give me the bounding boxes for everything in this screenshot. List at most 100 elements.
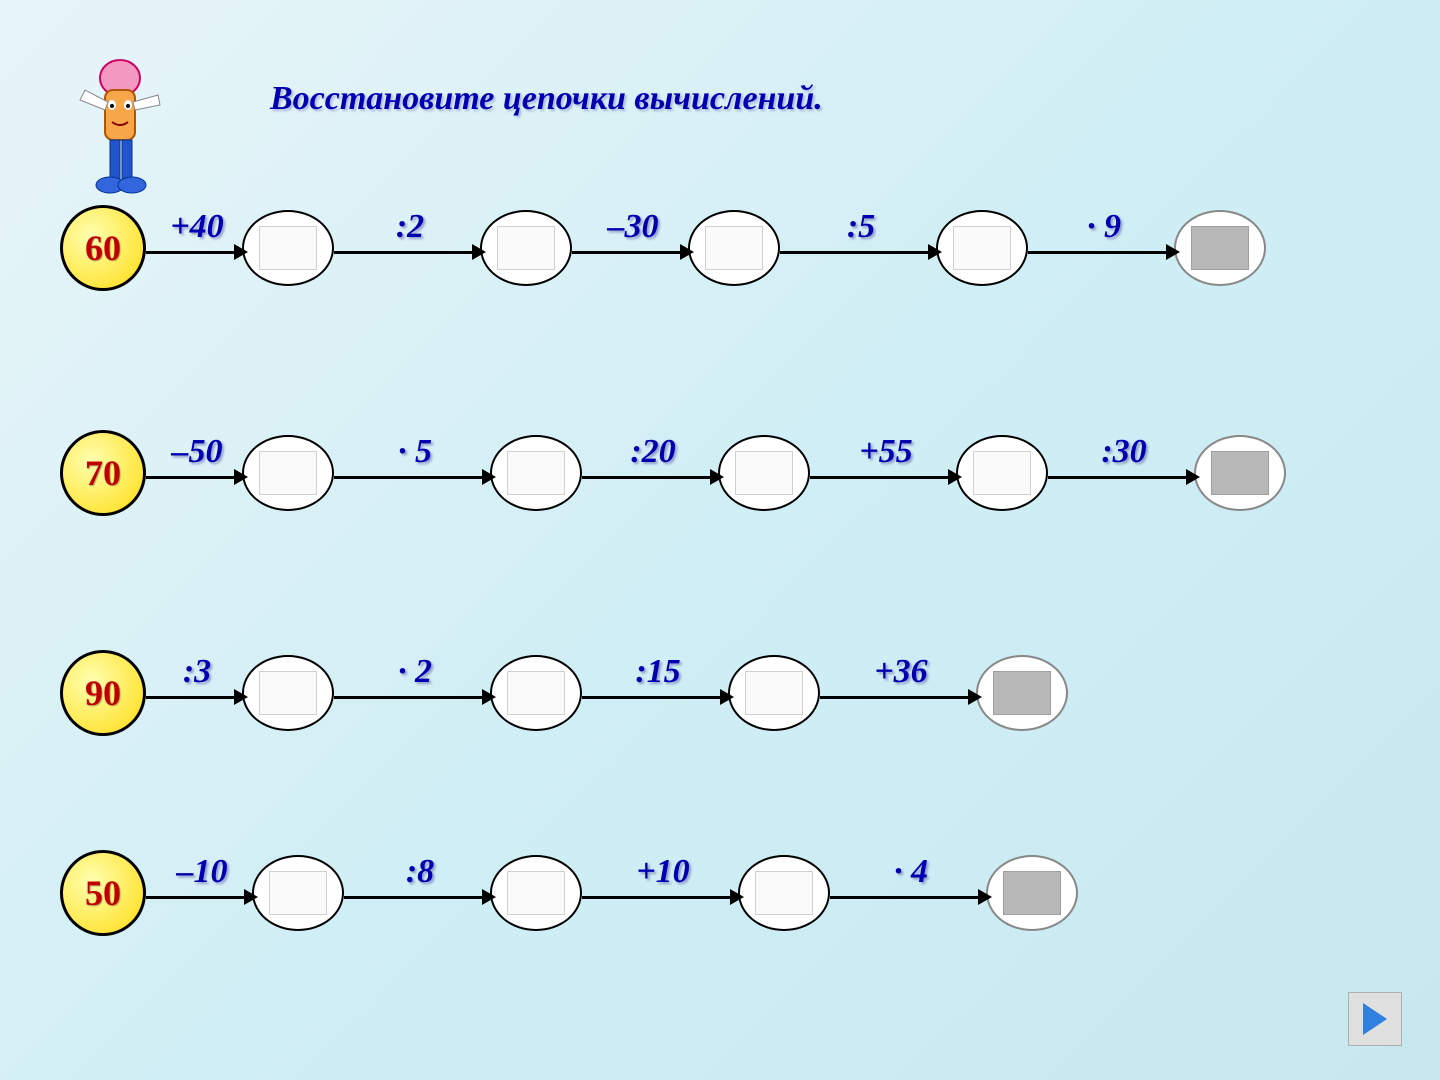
answer-input-box[interactable] [259,671,317,715]
blank-circle[interactable] [242,435,334,511]
chain-step: –10 [146,853,344,933]
chain-step: +10 [582,853,830,933]
start-circle: 70 [60,430,146,516]
answer-input-box[interactable] [993,671,1051,715]
arrow-line [334,476,484,479]
start-value: 70 [85,452,121,494]
arrow-head-icon [928,244,942,260]
operation-label: · 5 [398,433,432,471]
blank-circle[interactable] [936,210,1028,286]
answer-input-box[interactable] [259,226,317,270]
answer-input-box[interactable] [259,451,317,495]
worksheet-container: Восстановите цепочки вычислений. 60+40:2… [0,0,1440,1080]
operation-arrow: :2 [334,208,486,288]
calculation-chain: 50 –10 :8 +10 · 4 [60,850,1078,936]
next-slide-button[interactable] [1348,992,1402,1046]
blank-circle[interactable] [490,855,582,931]
arrow-line [582,476,712,479]
operation-label: –10 [177,853,228,891]
answer-input-box[interactable] [755,871,813,915]
arrow-head-icon [730,889,744,905]
answer-input-box[interactable] [497,226,555,270]
answer-input-box[interactable] [735,451,793,495]
chain-step: +55 [810,433,1048,513]
operation-arrow: :30 [1048,433,1200,513]
operation-arrow: +36 [820,653,982,733]
answer-input-box[interactable] [973,451,1031,495]
arrow-line [820,696,970,699]
operation-label: :2 [396,208,424,246]
answer-input-box[interactable] [507,871,565,915]
operation-arrow: · 9 [1028,208,1180,288]
blank-circle[interactable] [738,855,830,931]
chain-step: :20 [582,433,810,513]
arrow-line [334,251,474,254]
arrow-line [344,896,484,899]
result-circle[interactable] [976,655,1068,731]
chain-step: · 4 [830,853,1078,933]
operation-label: :3 [183,653,211,691]
blank-circle[interactable] [242,210,334,286]
operation-label: :15 [635,653,680,691]
arrow-line [146,476,236,479]
chain-step: :5 [780,208,1028,288]
operation-arrow: · 4 [830,853,992,933]
operation-label: –50 [172,433,223,471]
chain-step: +40 [146,208,334,288]
play-icon [1363,1003,1387,1035]
operation-arrow: · 5 [334,433,496,513]
arrow-head-icon [710,469,724,485]
answer-input-box[interactable] [269,871,327,915]
arrow-head-icon [720,689,734,705]
arrow-head-icon [680,244,694,260]
pencil-mascot-icon [60,50,170,200]
answer-input-box[interactable] [1211,451,1269,495]
blank-circle[interactable] [490,435,582,511]
arrow-line [334,696,484,699]
arrow-head-icon [234,244,248,260]
answer-input-box[interactable] [1003,871,1061,915]
operation-arrow: +55 [810,433,962,513]
answer-input-box[interactable] [953,226,1011,270]
operation-label: :20 [630,433,675,471]
blank-circle[interactable] [956,435,1048,511]
operation-arrow: :8 [344,853,496,933]
blank-circle[interactable] [252,855,344,931]
arrow-line [780,251,930,254]
result-circle[interactable] [986,855,1078,931]
blank-circle[interactable] [718,435,810,511]
chain-step: +36 [820,653,1068,733]
arrow-head-icon [968,689,982,705]
blank-circle[interactable] [242,655,334,731]
operation-arrow: –50 [146,433,248,513]
result-circle[interactable] [1194,435,1286,511]
arrow-head-icon [1166,244,1180,260]
arrow-line [146,896,246,899]
chain-step: :3 [146,653,334,733]
chain-step: · 9 [1028,208,1266,288]
start-value: 60 [85,227,121,269]
blank-circle[interactable] [490,655,582,731]
start-circle: 50 [60,850,146,936]
result-circle[interactable] [1174,210,1266,286]
answer-input-box[interactable] [507,451,565,495]
arrow-line [146,696,236,699]
answer-input-box[interactable] [745,671,803,715]
answer-input-box[interactable] [507,671,565,715]
blank-circle[interactable] [688,210,780,286]
arrow-line [810,476,950,479]
arrow-head-icon [482,469,496,485]
chain-step: –30 [572,208,780,288]
chain-step: :2 [334,208,572,288]
operation-arrow: :3 [146,653,248,733]
answer-input-box[interactable] [1191,226,1249,270]
blank-circle[interactable] [480,210,572,286]
blank-circle[interactable] [728,655,820,731]
operation-label: +10 [636,853,689,891]
start-value: 50 [85,872,121,914]
answer-input-box[interactable] [705,226,763,270]
start-circle: 60 [60,205,146,291]
arrow-line [582,696,722,699]
operation-label: · 4 [894,853,928,891]
chain-step: –50 [146,433,334,513]
